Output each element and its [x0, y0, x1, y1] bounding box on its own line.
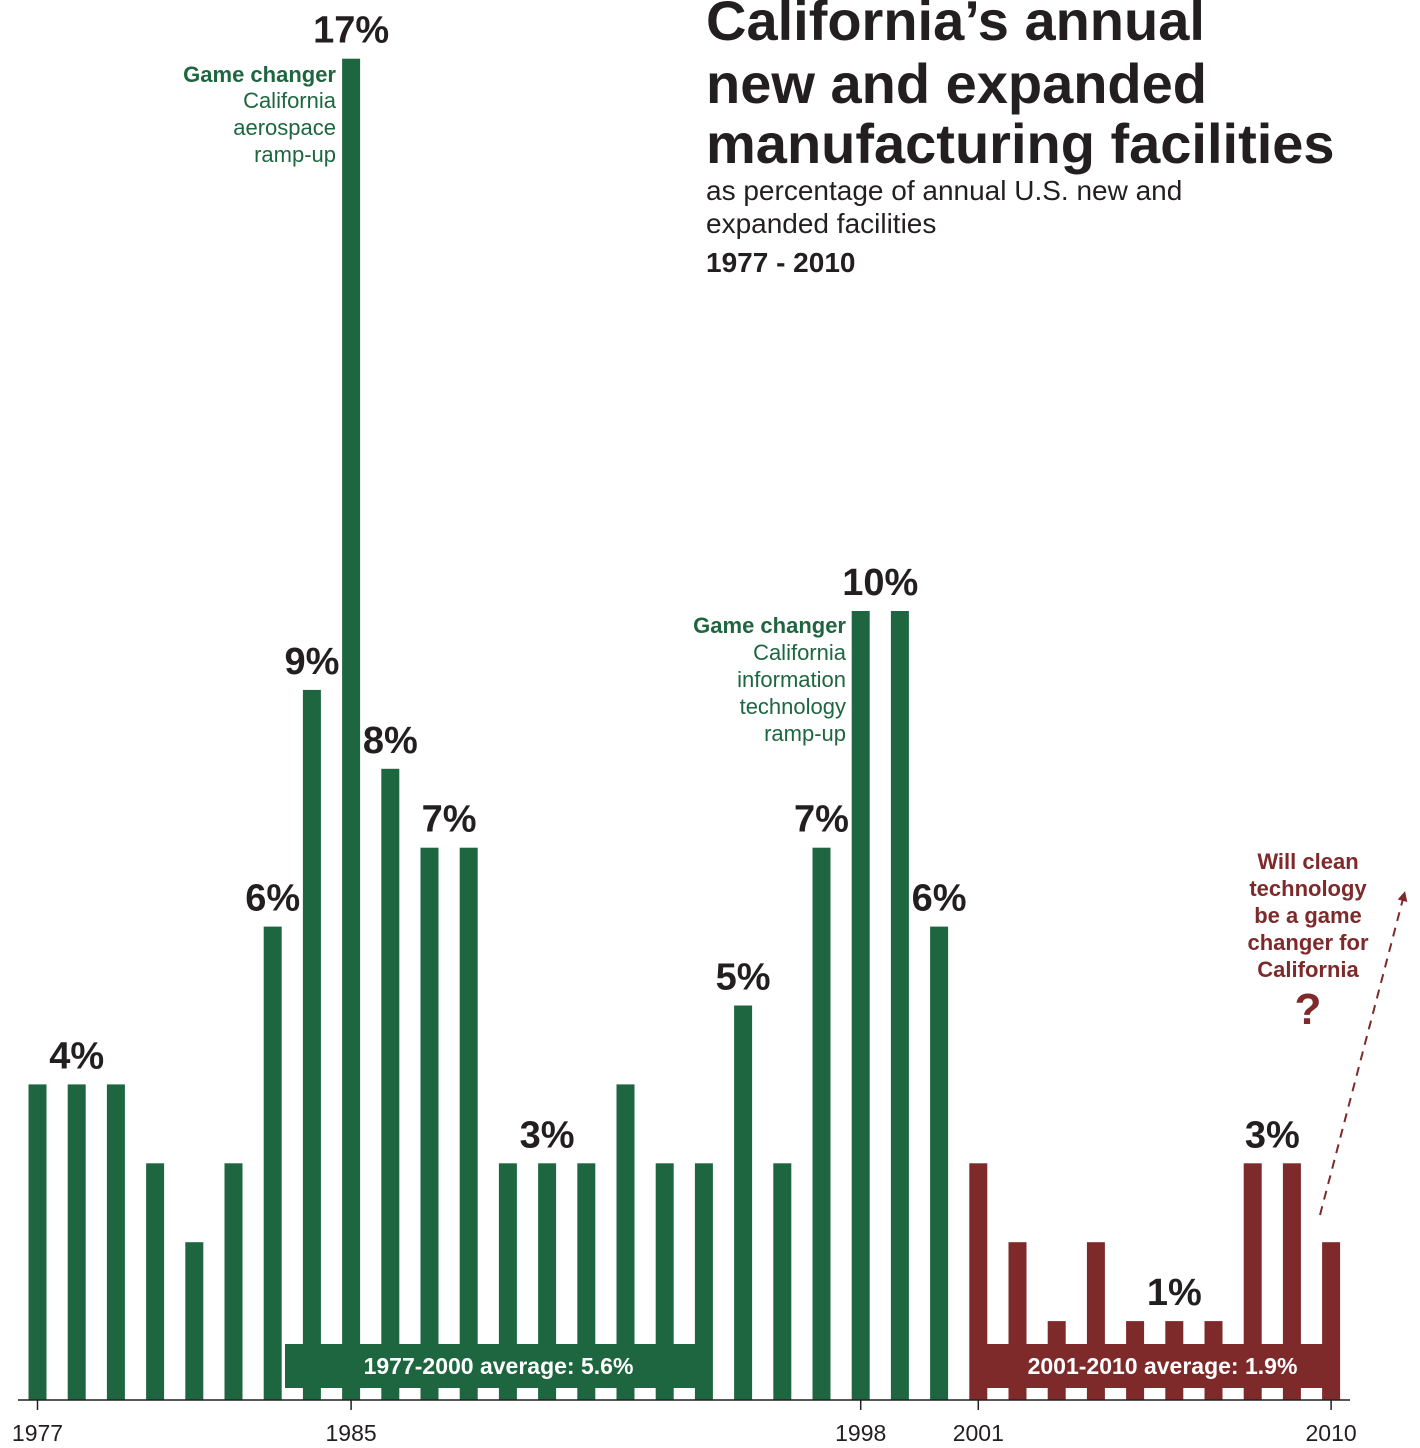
chart-title-line-3: manufacturing facilities	[706, 112, 1335, 175]
average-band-1	[285, 1344, 712, 1388]
chart-subtitle-line-1: as percentage of annual U.S. new and	[706, 175, 1182, 206]
bar-1992	[616, 1084, 635, 1400]
annotation-aerospace-line-2: aerospace	[233, 115, 336, 140]
x-tick-label-1985: 1985	[326, 1420, 377, 1446]
bar-1978	[67, 1084, 86, 1400]
bar-1987	[420, 847, 439, 1400]
bar-1990	[538, 1163, 557, 1400]
chart-subtitle-line-2: expanded facilities	[706, 208, 936, 239]
bar-1998	[851, 611, 870, 1400]
average-label-1: 1977-2000 average: 5.6%	[364, 1353, 634, 1379]
annotation-it-line-1: California	[753, 640, 847, 665]
annotation-it-line-2: information	[737, 667, 846, 692]
x-tick-label-1977: 1977	[12, 1420, 63, 1446]
bar-1988	[459, 847, 478, 1400]
data-label-1983: 6%	[245, 878, 300, 920]
data-label-1978: 4%	[49, 1035, 104, 1077]
bar-1994	[694, 1163, 713, 1400]
bar-1989	[498, 1163, 517, 1400]
annotation-aerospace: Game changer California aerospace ramp-u…	[183, 62, 337, 167]
data-label-1986: 8%	[363, 720, 418, 762]
bar-1997	[812, 847, 831, 1400]
annotation-aerospace-line-3: ramp-up	[254, 142, 336, 167]
annotation-cleantech-line-2: technology	[1249, 876, 1367, 901]
bar-1981	[185, 1242, 204, 1400]
x-tick-label-2001: 2001	[953, 1420, 1004, 1446]
data-label-1998-5: 10%	[842, 562, 918, 604]
annotation-cleantech-arrow	[1319, 891, 1408, 1216]
annotation-aerospace-line-1: California	[243, 88, 337, 113]
annotation-it-line-3: technology	[740, 694, 846, 719]
annotation-cleantech-line-1: Will clean	[1257, 849, 1358, 874]
annotation-cleantech-line-3: be a game	[1254, 903, 1362, 928]
annotation-cleantech-line-4: changer for	[1247, 930, 1368, 955]
bar-1979	[106, 1084, 125, 1400]
annotation-it-line-4: ramp-up	[764, 721, 846, 746]
bar-1985	[342, 58, 361, 1401]
bar-1999	[890, 611, 909, 1400]
average-label-2: 2001-2010 average: 1.9%	[1028, 1353, 1298, 1379]
annotation-it-title: Game changer	[693, 613, 846, 638]
title-block: California’s annual new and expanded man…	[706, 0, 1335, 278]
annotation-cleantech: Will clean technology be a game changer …	[1247, 849, 1408, 1216]
bar-1991	[577, 1163, 596, 1400]
bar-2008	[1243, 1163, 1262, 1400]
bar-1977	[28, 1084, 47, 1400]
data-label-2000: 6%	[912, 878, 967, 920]
bar-1983	[263, 926, 282, 1400]
bar-1986	[381, 768, 400, 1400]
annotation-cleantech-line-5: California	[1257, 957, 1359, 982]
x-axis: 1977 1985 1998 2001 2010	[12, 1399, 1357, 1446]
bar-1993	[655, 1163, 674, 1400]
chart-period: 1977 - 2010	[706, 247, 855, 278]
bar-2001	[969, 1163, 988, 1400]
bar-2000	[930, 926, 949, 1400]
bar-1995	[734, 1005, 753, 1400]
bar-1982	[224, 1163, 243, 1400]
data-label-2006: 1%	[1147, 1272, 1202, 1314]
data-label-1987-5: 7%	[422, 799, 477, 841]
data-label-1997: 7%	[794, 799, 849, 841]
data-label-2008-5: 3%	[1245, 1114, 1300, 1156]
annotation-cleantech-question-mark: ?	[1295, 985, 1322, 1034]
data-labels-group: 4%6%9%17%8%7%3%5%7%10%6%1%3%	[49, 10, 1300, 1314]
bar-2009	[1282, 1163, 1301, 1400]
x-tick-label-1998: 1998	[835, 1420, 886, 1446]
annotation-it: Game changer California information tech…	[693, 613, 847, 746]
data-label-1990: 3%	[520, 1114, 575, 1156]
bar-1980	[146, 1163, 165, 1400]
average-band-2	[987, 1344, 1338, 1388]
x-tick-label-2010: 2010	[1306, 1420, 1357, 1446]
averages-group: 1977-2000 average: 5.6% 2001-2010 average…	[285, 1344, 1338, 1388]
data-label-1985: 17%	[313, 10, 389, 52]
bar-1996	[773, 1163, 792, 1400]
chart-title-line-1: California’s annual	[706, 0, 1205, 52]
bars-group	[28, 58, 1341, 1401]
data-label-1984: 9%	[284, 641, 339, 683]
chart-title-line-2: new and expanded	[706, 52, 1207, 115]
bar-1984	[302, 689, 321, 1400]
data-label-1995: 5%	[716, 957, 771, 999]
annotation-aerospace-title: Game changer	[183, 62, 336, 87]
